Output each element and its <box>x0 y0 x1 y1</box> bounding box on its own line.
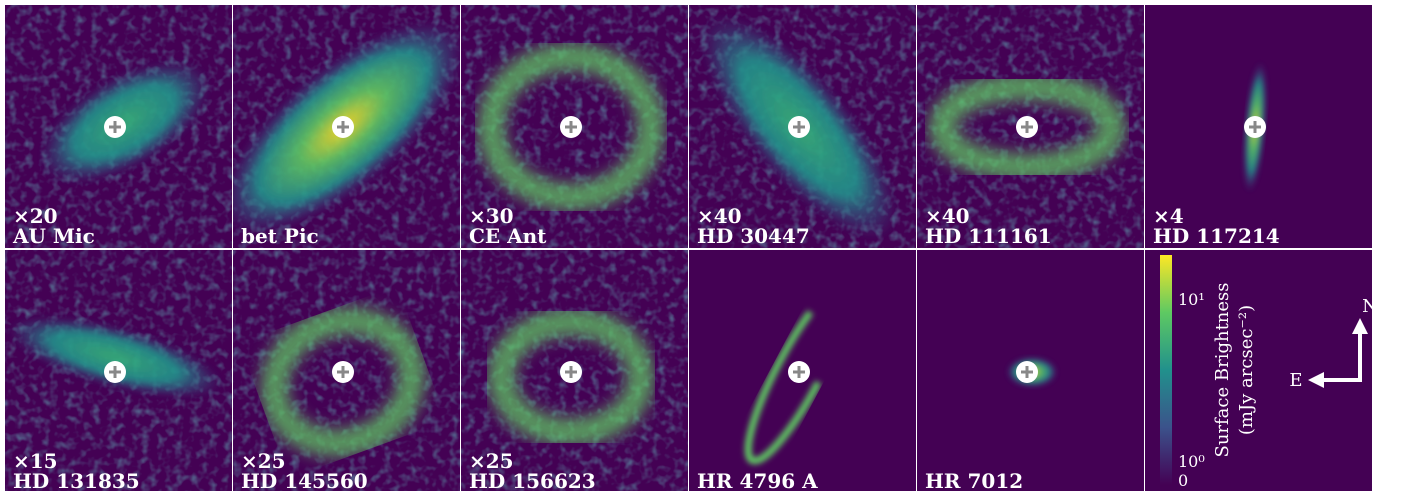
panel-image: HR 7012 <box>917 250 1144 491</box>
disk <box>39 60 211 184</box>
colorbar-tick: 10⁰ <box>1178 452 1205 471</box>
target-name: HD 145560 <box>241 469 368 491</box>
star-marker <box>1021 366 1033 378</box>
target-name: bet Pic <box>241 224 319 248</box>
star-marker <box>565 121 577 133</box>
disk-ring <box>477 43 665 211</box>
disk-ring <box>260 306 426 458</box>
panel-image: bet Pic <box>233 5 460 248</box>
target-name: AU Mic <box>12 224 95 248</box>
target-name: HR 7012 <box>925 469 1023 491</box>
disk-ring <box>744 279 854 465</box>
colorbar-label: (mJy arcsec⁻²) <box>1236 305 1257 435</box>
star-marker <box>109 121 121 133</box>
target-name: HR 4796 A <box>697 469 818 491</box>
scale-factor: ×4 <box>1153 204 1184 228</box>
scale-factor: ×30 <box>469 204 514 228</box>
scale-factor: ×40 <box>925 204 970 228</box>
disk-ring <box>487 308 655 446</box>
north-arrowhead <box>1352 318 1368 334</box>
colorbar-label: Surface Brightness <box>1212 282 1233 457</box>
scale-factor: ×25 <box>241 449 286 473</box>
east-label: E <box>1289 370 1302 391</box>
disk <box>8 316 222 398</box>
star-marker <box>1249 121 1261 133</box>
star-marker <box>109 366 121 378</box>
scale-factor: ×40 <box>697 204 742 228</box>
disk-ring <box>928 73 1126 181</box>
star-marker <box>793 121 805 133</box>
panel-image: ×4HD 117214 <box>1145 5 1372 248</box>
scale-factor: ×25 <box>469 449 514 473</box>
panel: ×4HD 117214 <box>1145 5 1372 248</box>
star-marker <box>793 366 805 378</box>
east-arrowhead <box>1308 372 1324 388</box>
target-name: HD 156623 <box>469 469 596 491</box>
colorbar: 10¹ 10⁰ 0 Surface Brightness (mJy arcsec… <box>1160 255 1257 490</box>
colorbar-tick: 10¹ <box>1178 290 1205 309</box>
target-name: HD 111161 <box>925 224 1052 248</box>
target-name: HD 117214 <box>1153 224 1280 248</box>
panel: HR 7012 <box>917 250 1144 491</box>
colorbar-tick: 0 <box>1178 471 1188 490</box>
target-name: HD 30447 <box>697 224 810 248</box>
star-marker <box>565 366 577 378</box>
panel: bet Pic <box>233 5 460 248</box>
panel-image: HR 4796 A <box>689 250 916 491</box>
scale-factor: ×15 <box>13 449 58 473</box>
target-name: HD 131835 <box>13 469 140 491</box>
star-marker <box>1021 121 1033 133</box>
colorbar-gradient <box>1160 255 1172 485</box>
legend-background <box>1145 250 1372 491</box>
star-marker <box>337 366 349 378</box>
compass: N E <box>1289 296 1377 391</box>
north-label: N <box>1362 296 1378 317</box>
star-marker <box>337 121 349 133</box>
scale-factor: ×20 <box>13 204 58 228</box>
panel: HR 4796 A <box>689 250 916 491</box>
target-name: CE Ant <box>469 224 547 248</box>
